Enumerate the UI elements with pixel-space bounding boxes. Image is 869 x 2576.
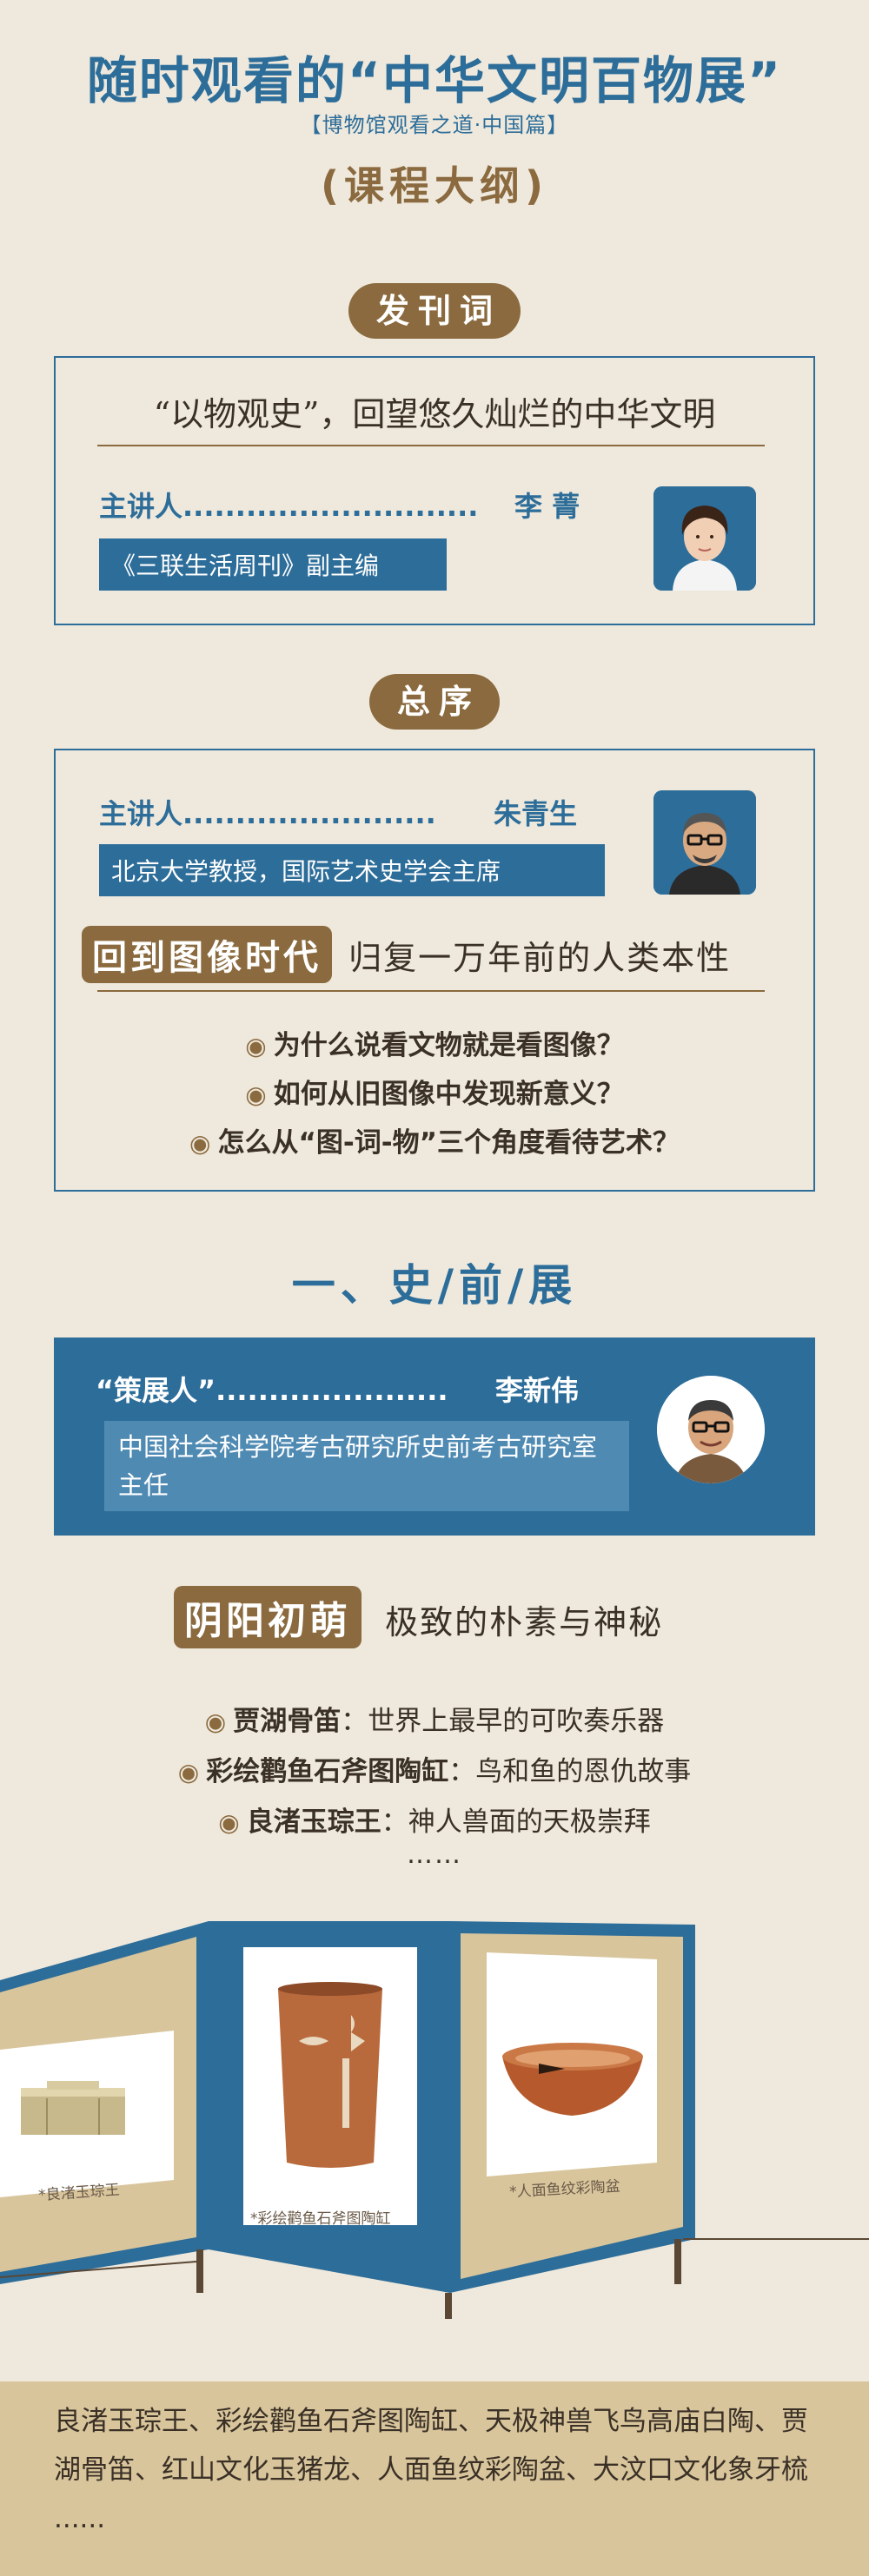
bullet-dot-icon: ◉ [245,1032,267,1060]
ellipsis: …… [407,1840,462,1870]
curator-title: 中国社会科学院考古研究所史前考古研究室主任 [104,1421,629,1511]
portrait-li-xinwei-icon [657,1376,765,1483]
avatar [653,790,756,895]
footer-exhibit-list: 良渚玉琮王、彩绘鹳鱼石斧图陶缸、天极神兽飞鸟高庙白陶、贾湖骨笛、红山文化玉猪龙、… [54,2406,808,2534]
list-item: ◉ 怎么从“图-词-物”三个角度看待艺术？ [189,1127,680,1159]
painted-pottery-jar-icon [278,1982,382,2168]
page-subtitle: 【博物馆观看之道·中国篇】 [300,113,569,137]
speaker-label: 主讲人 [99,490,183,523]
preface-heading: 总序 [368,674,500,730]
preface-speaker-name: 朱青生 [494,797,578,830]
fish-pattern-bowl-icon [502,2043,643,2116]
jade-cong-icon [21,2081,125,2135]
portrait-zhu-qingsheng-icon [653,790,756,895]
preface-divider [97,990,765,992]
footer-band [0,2381,869,2576]
screen-leg [196,2249,203,2293]
portrait-li-jing-icon [653,486,756,591]
curator-name: 李新伟 [495,1374,580,1407]
preface-box [54,749,815,1192]
list-item: ◉ 如何从旧图像中发现新意义？ [245,1079,624,1110]
section1-keyword-row: 阴阳初萌 极致的朴素与神秘 [174,1586,663,1648]
foreword-heading-wrap: 发刊词 [0,283,869,339]
foreword-quote: “以物观史”，回望悠久灿烂的中华文明 [153,395,716,433]
speaker-dots: ........................ [182,797,436,830]
avatar [653,486,756,591]
foreword-speaker-name: 李 菁 [514,490,580,523]
foreword-divider [97,445,765,446]
screen-leg [445,2293,452,2319]
speaker-dots: ............................ [182,490,479,523]
preface-speaker-line: 主讲人........................ [99,792,436,832]
outline-label: (课程大纲) [320,162,549,209]
bullet-dot-icon: ◉ [204,1707,227,1736]
list-item: ◉ 为什么说看文物就是看图像？ [245,1030,624,1061]
preface-keyword-row: 回到图像时代 归复一万年前的人类本性 [82,926,731,983]
page-title: 随时观看的“中华文明百物展” [86,51,783,110]
section1-keyword-text: 极致的朴素与神秘 [385,1603,664,1641]
bullet-dot-icon: ◉ [218,1808,240,1837]
exhibit-caption-center: *彩绘鹳鱼石斧图陶缸 [250,2210,391,2228]
bullet-dot-icon: ◉ [245,1080,267,1109]
foreword-box [54,356,815,625]
curator-dots: ...................... [216,1374,448,1407]
preface-speaker-title: 北京大学教授，国际艺术史学会主席 [99,844,605,896]
preface-keyword-text: 归复一万年前的人类本性 [348,939,732,977]
list-item: ◉ 彩绘鹳鱼石斧图陶缸：鸟和鱼的恩仇故事 [177,1756,692,1787]
foreword-heading: 发刊词 [348,283,521,339]
section1-keyword: 阴阳初萌 [174,1586,362,1648]
avatar [657,1376,765,1483]
preface-heading-wrap: 总序 [0,674,869,730]
foreword-speaker-line: 主讲人............................ [99,485,478,525]
speaker-label: 主讲人 [99,797,183,830]
foreword-speaker-title: 《三联生活周刊》副主编 [99,538,447,591]
list-item: ◉ 良渚玉琮王：神人兽面的天极崇拜 [218,1807,651,1838]
curator-label: “策展人” [96,1374,216,1407]
section-title: 一、史/前/展 [291,1260,578,1311]
preface-keyword: 回到图像时代 [82,926,332,983]
screen-leg [674,2239,681,2284]
bullet-dot-icon: ◉ [189,1129,211,1158]
bullet-dot-icon: ◉ [177,1758,200,1787]
list-item: ◉ 贾湖骨笛：世界上最早的可吹奏乐器 [204,1706,665,1737]
folding-screen [0,1921,869,2319]
curator-line: “策展人”...................... [96,1369,448,1409]
